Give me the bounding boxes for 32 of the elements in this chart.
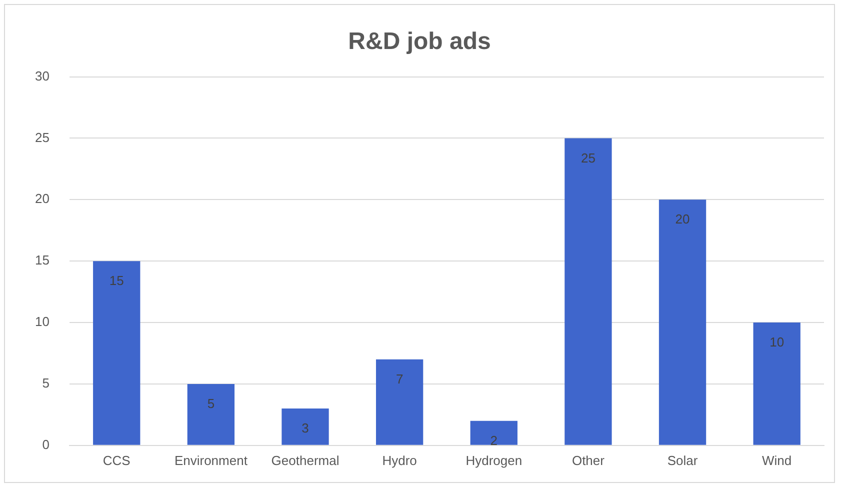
x-tick-label: Solar	[667, 452, 698, 468]
data-label: 20	[675, 212, 690, 227]
y-tick-label: 25	[34, 130, 50, 145]
bar	[93, 261, 140, 445]
x-tick-label: Wind	[762, 452, 792, 468]
x-tick-label: Hydro	[382, 452, 417, 468]
bar	[753, 322, 800, 445]
y-tick-label: 20	[34, 191, 50, 206]
x-tick-label: Geothermal	[271, 452, 340, 468]
data-label: 3	[302, 420, 309, 436]
bar	[658, 200, 706, 445]
bar	[187, 384, 235, 445]
y-tick-label: 15	[34, 252, 50, 268]
x-tick-label: Environment	[174, 452, 248, 468]
bar	[376, 359, 424, 445]
y-tick-label: 30	[34, 68, 50, 84]
bar	[564, 138, 612, 445]
data-label: 15	[109, 273, 124, 288]
data-label: 25	[580, 150, 596, 166]
data-label: 10	[770, 334, 784, 350]
x-tick-label: Hydrogen	[466, 452, 522, 468]
bar	[282, 408, 329, 445]
y-tick-label: 10	[34, 314, 50, 330]
y-tick-label: 5	[42, 376, 50, 391]
data-label: 7	[396, 371, 404, 386]
y-tick-label: 0	[42, 436, 50, 452]
x-tick-label: CCS	[102, 452, 131, 468]
data-label: 2	[490, 432, 498, 448]
chart-title: R&D job ads	[348, 28, 491, 56]
x-tick-label: Other	[572, 452, 606, 468]
bar	[470, 420, 518, 445]
data-label: 5	[207, 396, 215, 412]
